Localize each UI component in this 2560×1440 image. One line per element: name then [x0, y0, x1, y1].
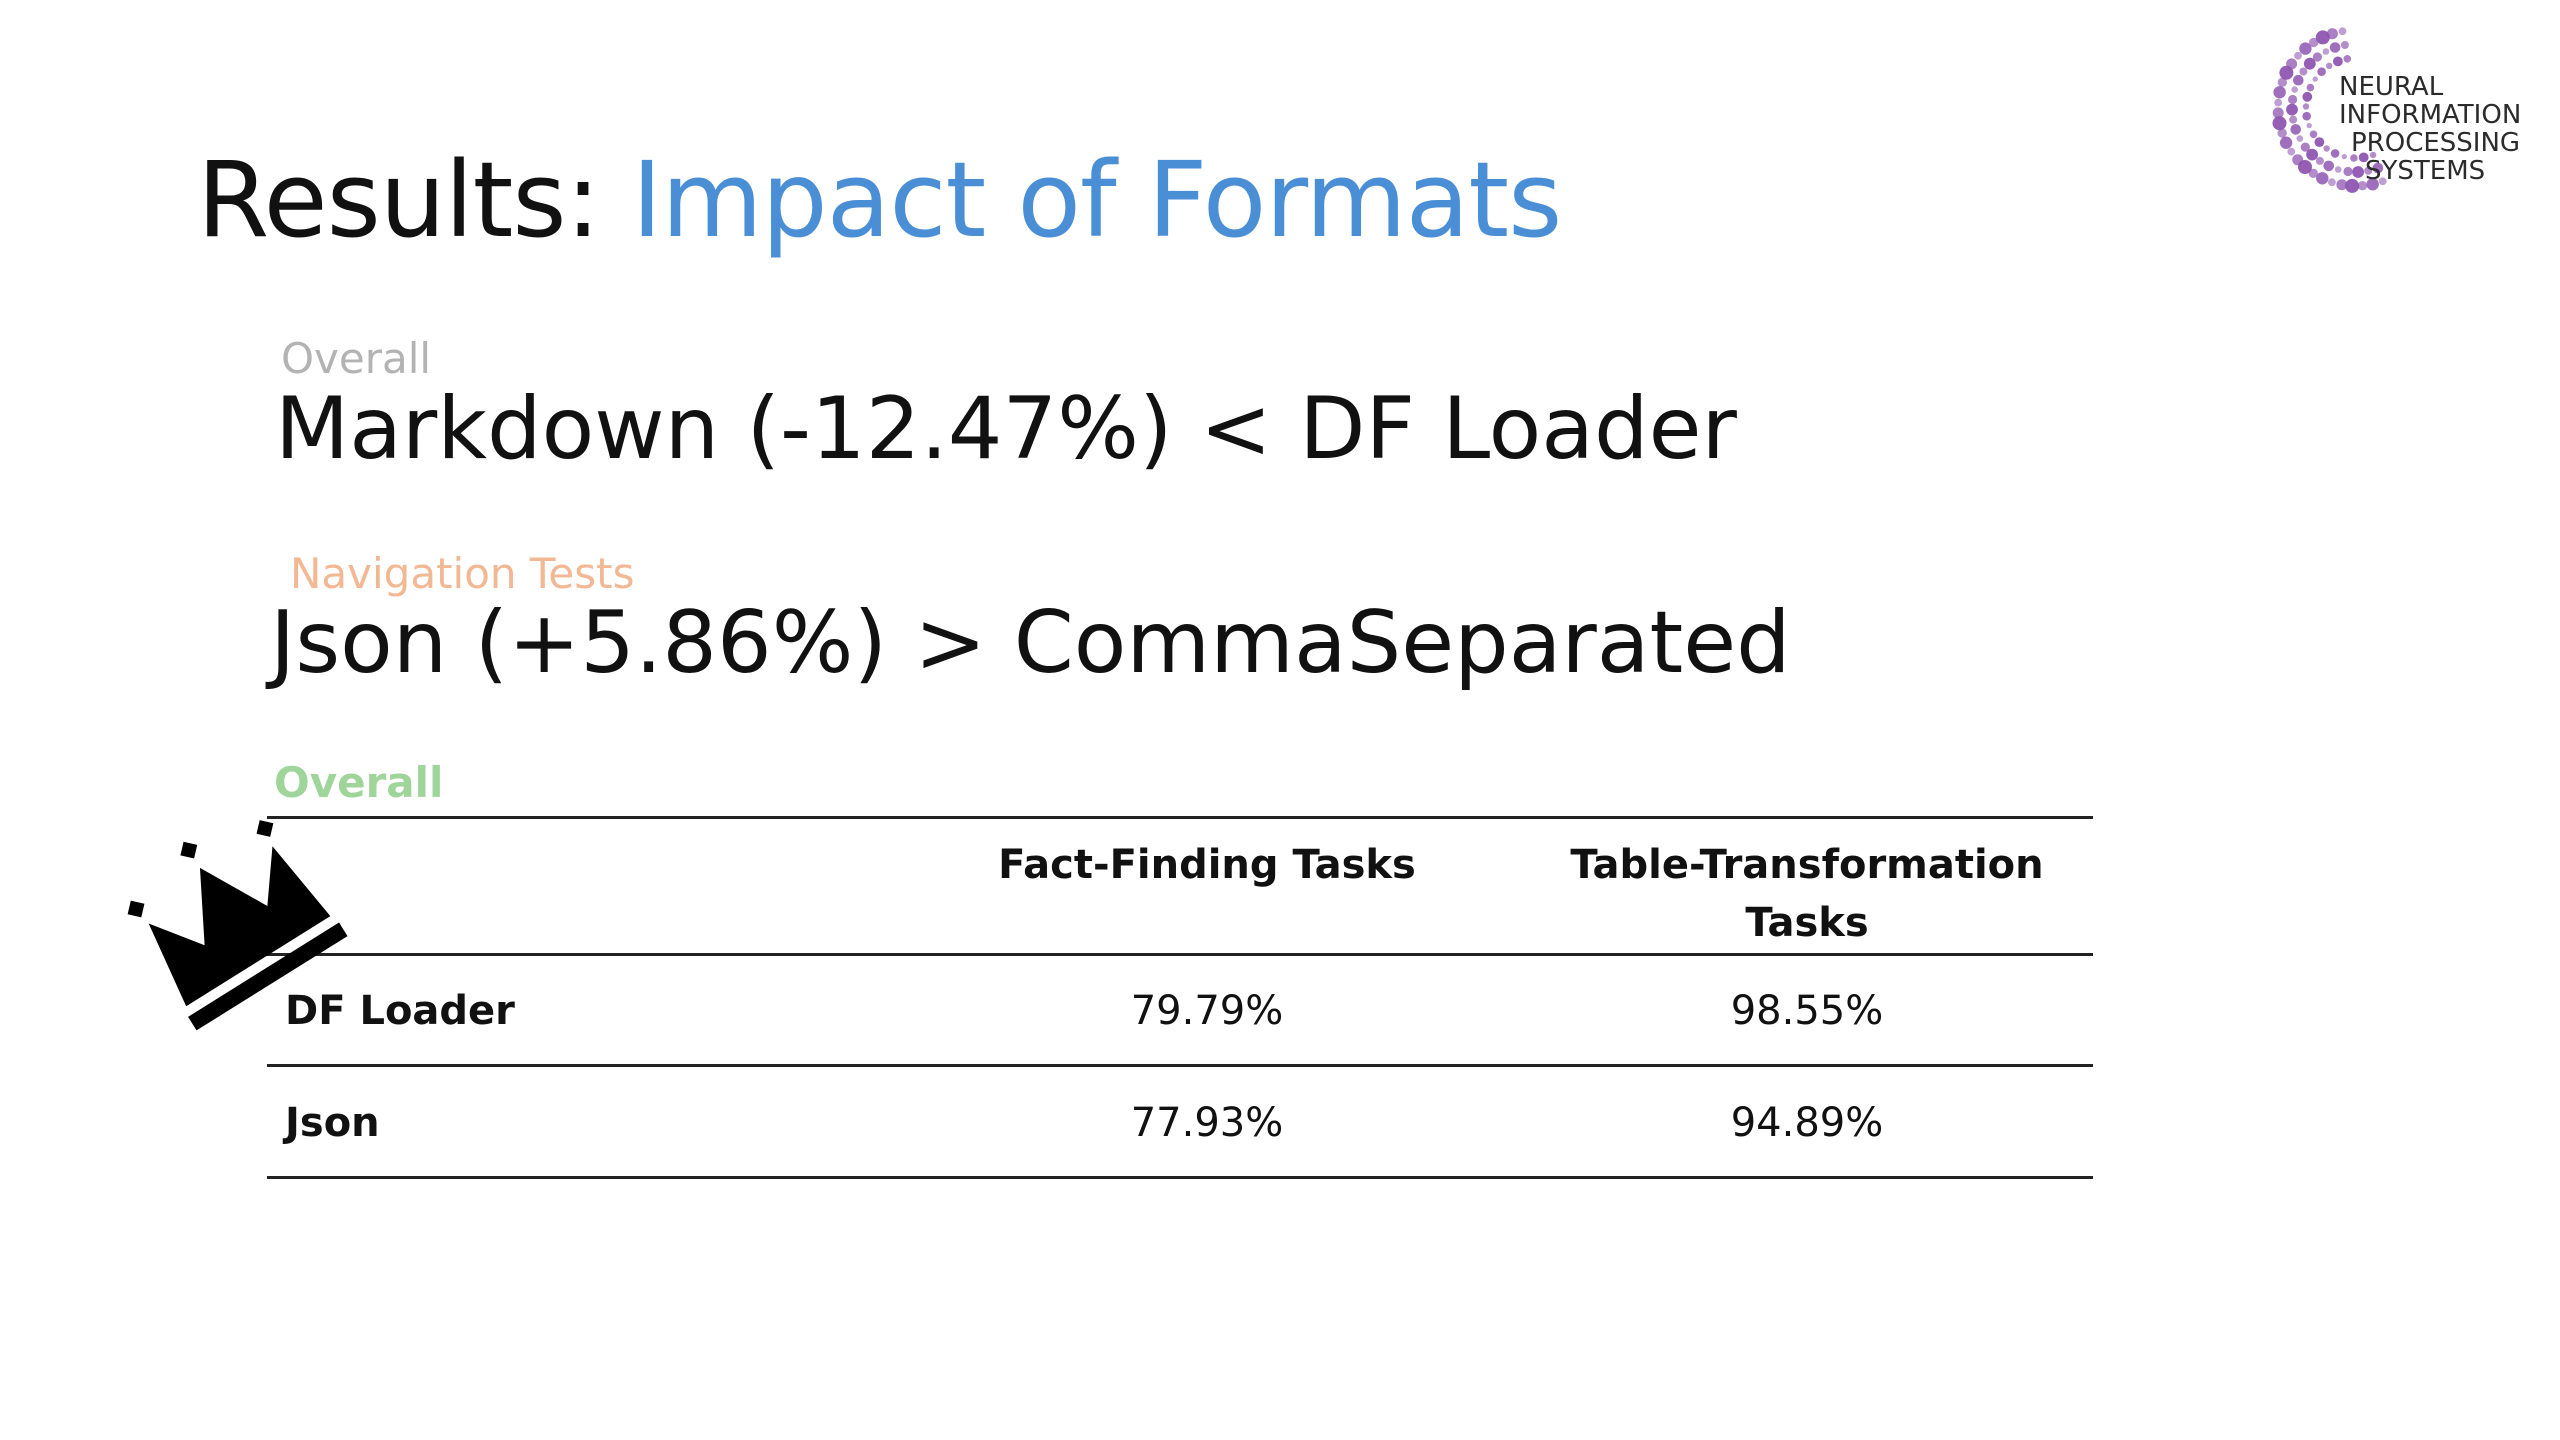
header-fact-finding: Fact-Finding Tasks — [998, 842, 1416, 888]
slide-title: Results: Impact of Formats — [197, 148, 1562, 252]
logo-dot — [2288, 94, 2298, 105]
logo-dot — [2302, 111, 2311, 121]
logo-dot — [2364, 166, 2373, 175]
logo-dot — [2309, 37, 2319, 48]
logo-dot — [2274, 98, 2283, 107]
logo-dot — [2306, 122, 2312, 129]
logo-dot — [2378, 177, 2387, 186]
table-caption: Overall — [274, 758, 444, 807]
logo-dot — [2291, 86, 2298, 93]
logo-dot — [2296, 135, 2304, 142]
logo-dot — [2345, 178, 2360, 193]
logo-dot — [2315, 156, 2324, 165]
logo-dot — [2343, 166, 2353, 177]
title-accent: Impact of Formats — [631, 139, 1563, 261]
logo-dot — [2293, 74, 2304, 86]
logo-dot — [2316, 172, 2329, 185]
logo-dot — [2273, 86, 2286, 99]
overall-stat: Markdown (-12.47%) < DF Loader — [275, 379, 1737, 479]
logo-line-1: NEURAL — [2339, 72, 2444, 102]
logo-dot — [2352, 166, 2364, 178]
logo-dot — [2277, 77, 2287, 87]
logo-dot — [2330, 149, 2340, 158]
logo-dot — [2299, 42, 2312, 55]
table-header-rule — [267, 953, 2093, 956]
table-row-rule — [267, 1064, 2093, 1067]
logo-dot — [2300, 142, 2310, 152]
crown-icon — [127, 820, 348, 1031]
cell-fact: 77.93% — [1130, 1100, 1284, 1146]
logo-dot — [2286, 103, 2298, 116]
logo-dot — [2314, 137, 2325, 147]
logo-dot — [2279, 136, 2293, 149]
table-bottom-rule — [267, 1176, 2093, 1179]
logo-dot — [2357, 181, 2368, 191]
logo-dot — [2340, 41, 2349, 49]
logo-dot — [2341, 153, 2347, 160]
header-table-transformation-line2: Tasks — [1745, 900, 1869, 946]
logo-line-2: INFORMATION — [2339, 100, 2522, 130]
cell-transform: 94.89% — [1730, 1100, 1884, 1146]
logo-dot — [2289, 115, 2298, 124]
logo-dot — [2303, 57, 2316, 70]
logo-dots-icon — [2272, 27, 2387, 193]
logo-dot — [2329, 42, 2341, 53]
table-top-rule — [267, 816, 2093, 819]
logo-dot — [2272, 116, 2287, 131]
logo-dot — [2287, 147, 2296, 156]
logo-line-3: PROCESSING — [2351, 128, 2521, 158]
logo-dot — [2350, 154, 2358, 162]
logo-dot — [2299, 67, 2308, 76]
logo-dot — [2317, 67, 2326, 76]
logo-dot — [2333, 56, 2343, 67]
cell-transform: 98.55% — [1730, 988, 1884, 1034]
logo-text: NEURAL INFORMATION PROCESSING SYSTEMS — [2339, 73, 2521, 185]
logo-dot — [2366, 178, 2379, 191]
logo-dot — [2369, 151, 2377, 159]
logo-dot — [2334, 166, 2342, 173]
logo-line-4: SYSTEMS — [2365, 156, 2486, 186]
logo-dot — [2315, 30, 2330, 45]
logo-dot — [2294, 51, 2302, 60]
logo-dot — [2272, 107, 2284, 119]
logo-dot — [2298, 160, 2312, 174]
logo-dot — [2326, 62, 2333, 69]
header-table-transformation-line1: Table-Transformation — [1570, 842, 2044, 888]
logo-dot — [2328, 178, 2336, 187]
title-prefix: Results: — [197, 139, 601, 261]
logo-dot — [2312, 76, 2318, 82]
logo-dot — [2290, 124, 2301, 135]
logo-dot — [2338, 27, 2347, 36]
logo-dot — [2302, 91, 2313, 102]
navigation-label: Navigation Tests — [290, 549, 635, 598]
cell-fact: 79.79% — [1130, 988, 1284, 1034]
row-label: DF Loader — [285, 988, 515, 1034]
logo-dot — [2358, 152, 2369, 163]
logo-dot — [2336, 179, 2348, 191]
logo-dot — [2322, 48, 2330, 55]
logo-dot — [2308, 168, 2318, 178]
logo-dot — [2277, 128, 2287, 138]
logo-dot — [2309, 130, 2318, 139]
overall-label: Overall — [281, 334, 432, 383]
logo-dot — [2279, 65, 2294, 80]
logo-dot — [2306, 148, 2318, 161]
logo-dot — [2306, 83, 2315, 92]
logo-dot — [2302, 103, 2310, 110]
logo-dot — [2323, 160, 2334, 172]
row-label: Json — [285, 1100, 380, 1146]
logo-dot — [2343, 55, 2352, 63]
logo-dot — [2323, 145, 2330, 152]
navigation-stat: Json (+5.86%) > CommaSeparated — [270, 593, 1791, 693]
logo-dot — [2372, 162, 2384, 174]
logo-dot — [2312, 52, 2322, 62]
neurips-logo: NEURAL INFORMATION PROCESSING SYSTEMS — [2268, 16, 2538, 196]
